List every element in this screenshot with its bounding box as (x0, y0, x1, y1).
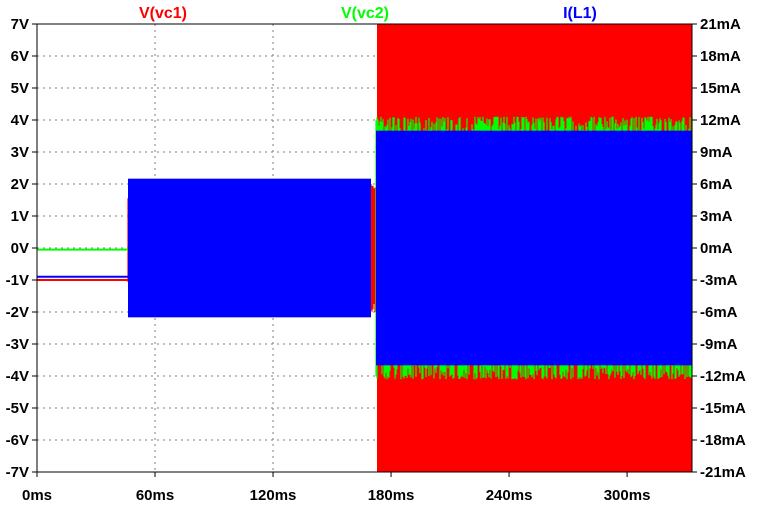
series-i-l1 (37, 130, 692, 366)
x-tick-label: 300ms (604, 487, 651, 504)
y-left-tick-label: -1V (6, 272, 29, 289)
y-left-tick-label: 0V (11, 240, 29, 257)
y-left-tick-label: -7V (6, 464, 29, 481)
y-right-tick-label: 21mA (700, 16, 741, 33)
y-left-tick-label: -4V (6, 368, 29, 385)
y-right-tick-label: -18mA (700, 432, 746, 449)
y-left-tick-label: 2V (11, 176, 29, 193)
x-tick-label: 120ms (250, 487, 297, 504)
y-right-tick-label: 3mA (700, 208, 733, 225)
y-left-tick-label: 7V (11, 16, 29, 33)
y-right-tick-label: -12mA (700, 368, 746, 385)
y-right-tick-label: -3mA (700, 272, 738, 289)
y-right-tick-label: -21mA (700, 464, 746, 481)
y-right-tick-label: -15mA (700, 400, 746, 417)
y-right-tick-label: 18mA (700, 48, 741, 65)
legend-entry: V(vc2) (341, 5, 389, 22)
y-right-tick-label: 6mA (700, 176, 733, 193)
y-right-tick-label: 12mA (700, 112, 741, 129)
y-left-tick-label: -5V (6, 400, 29, 417)
y-left-tick-label: 5V (11, 80, 29, 97)
y-left-tick-label: -2V (6, 304, 29, 321)
y-right-tick-label: -9mA (700, 336, 738, 353)
oscillation-envelope (128, 178, 371, 318)
x-tick-label: 240ms (486, 487, 533, 504)
y-left-tick-label: 4V (11, 112, 29, 129)
legend-entry: V(vc1) (139, 5, 187, 22)
y-left-tick-label: 6V (11, 48, 29, 65)
y-right-tick-label: -6mA (700, 304, 738, 321)
axis-labels: 7V 21mA 6V 18mA 5V 15mA 4V 12mA 3V 9mA 2V 6mA 1V 3mA 0… (6, 16, 746, 504)
y-left-tick-label: -6V (6, 432, 29, 449)
y-left-tick-label: 3V (11, 144, 29, 161)
y-left-tick-label: -3V (6, 336, 29, 353)
legend-entry: I(L1) (563, 5, 597, 22)
axis-ticks (32, 23, 697, 477)
x-tick-label: 60ms (136, 487, 174, 504)
y-right-tick-label: 0mA (700, 240, 733, 257)
y-right-tick-label: 15mA (700, 80, 741, 97)
y-left-tick-label: 1V (11, 208, 29, 225)
series-traces (37, 24, 693, 472)
x-tick-label: 0ms (22, 487, 52, 504)
x-tick-label: 180ms (368, 487, 415, 504)
legend: V(vc1) V(vc2) I(L1) (139, 5, 597, 22)
y-right-tick-label: 9mA (700, 144, 733, 161)
oscillation-envelope (376, 130, 692, 366)
